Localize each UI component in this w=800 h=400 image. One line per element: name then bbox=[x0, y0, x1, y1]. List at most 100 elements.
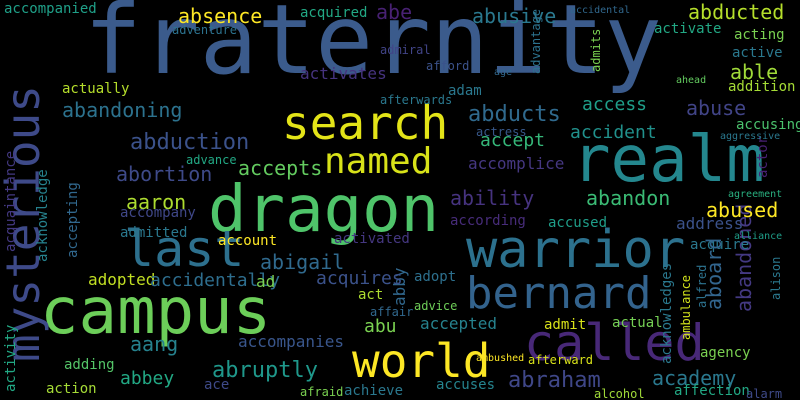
word-last: last bbox=[124, 220, 245, 278]
word-acquires: acquires bbox=[316, 268, 403, 289]
word-abduction: abduction bbox=[130, 130, 250, 155]
word-account: account bbox=[218, 233, 278, 249]
word-ad: ad bbox=[256, 272, 276, 291]
word-acknowledge: acknowledge bbox=[35, 169, 51, 262]
word-action: action bbox=[46, 381, 97, 397]
word-advantage: advantage bbox=[529, 8, 543, 74]
word-accident: accident bbox=[570, 122, 657, 143]
word-affair: affair bbox=[370, 305, 414, 319]
word-alcohol: alcohol bbox=[594, 387, 645, 400]
word-alison: alison bbox=[769, 256, 783, 300]
word-abbey: abbey bbox=[120, 368, 175, 389]
word-acting: acting bbox=[734, 27, 785, 43]
word-dragon: dragon bbox=[208, 173, 440, 247]
word-abruptly: abruptly bbox=[212, 358, 318, 383]
word-actor: actor bbox=[755, 135, 771, 178]
word-alfred: alfred bbox=[695, 264, 709, 308]
word-activates: activates bbox=[300, 64, 387, 83]
word-adam: adam bbox=[448, 83, 482, 99]
word-accused: accused bbox=[548, 215, 608, 231]
word-age: age bbox=[494, 67, 513, 78]
word-abu: abu bbox=[364, 316, 397, 337]
word-accept: accept bbox=[480, 130, 546, 151]
word-accidentally: accidentally bbox=[150, 270, 281, 291]
word-afraid: afraid bbox=[300, 385, 344, 399]
word-aaron: aaron bbox=[126, 190, 187, 214]
word-agreement: agreement bbox=[728, 189, 783, 200]
word-named: named bbox=[324, 141, 433, 182]
word-abused: abused bbox=[706, 198, 779, 222]
word-accompanies: accompanies bbox=[238, 332, 344, 351]
word-acquire: acquire bbox=[690, 237, 750, 253]
word-ability: ability bbox=[450, 186, 535, 210]
word-ambushed: ambushed bbox=[476, 353, 525, 364]
word-afterwards: afterwards bbox=[380, 93, 453, 107]
word-ahead: ahead bbox=[676, 75, 707, 86]
word-activate: activate bbox=[654, 21, 722, 37]
word-address: address bbox=[676, 214, 744, 233]
word-called: called bbox=[524, 314, 705, 372]
word-abducts: abducts bbox=[468, 102, 561, 127]
word-abandon: abandon bbox=[586, 186, 671, 210]
word-admitted: admitted bbox=[120, 225, 188, 241]
word-absence: absence bbox=[178, 4, 263, 28]
word-actual: actual bbox=[612, 315, 663, 331]
word-accusing: accusing bbox=[736, 117, 800, 133]
word-accompanied: accompanied bbox=[4, 1, 97, 17]
word-abortion: abortion bbox=[116, 162, 213, 186]
word-advice: advice bbox=[414, 299, 458, 313]
word-access: access bbox=[582, 94, 648, 115]
word-campus: campus bbox=[40, 275, 272, 349]
word-ace: ace bbox=[204, 377, 230, 393]
word-abandoning: abandoning bbox=[62, 98, 183, 122]
word-addition: addition bbox=[728, 79, 796, 95]
word-acquired: acquired bbox=[300, 5, 368, 21]
word-world: world bbox=[352, 334, 491, 388]
word-alarm: alarm bbox=[746, 387, 783, 400]
word-abigail: abigail bbox=[260, 250, 345, 274]
word-adopted: adopted bbox=[88, 270, 156, 289]
word-activated: activated bbox=[334, 231, 410, 247]
word-fraternity: fraternity bbox=[84, 0, 662, 96]
word-realm: realm bbox=[572, 123, 765, 197]
word-alliance: alliance bbox=[734, 231, 783, 242]
word-warrior: warrior bbox=[466, 220, 686, 280]
word-acknowledges: acknowledges bbox=[659, 262, 675, 364]
word-admiral: admiral bbox=[380, 43, 431, 57]
word-acquaintance: acquaintance bbox=[3, 150, 19, 252]
word-academy: academy bbox=[652, 366, 737, 390]
word-actually: actually bbox=[62, 81, 130, 97]
word-agency: agency bbox=[700, 345, 751, 361]
word-activity: activity bbox=[3, 324, 19, 392]
word-advance: advance bbox=[186, 153, 237, 167]
word-admits: admits bbox=[589, 28, 603, 72]
word-accidental: accidental bbox=[570, 5, 631, 16]
word-affection: affection bbox=[674, 383, 750, 399]
word-aang: aang bbox=[130, 332, 179, 356]
word-able: able bbox=[730, 60, 779, 84]
word-bernard: bernard bbox=[466, 268, 652, 319]
word-abraham: abraham bbox=[508, 368, 601, 393]
word-accomplice: accomplice bbox=[468, 154, 565, 173]
word-abuse: abuse bbox=[686, 96, 747, 120]
word-admit: admit bbox=[544, 317, 587, 333]
word-adventure: adventure bbox=[172, 23, 238, 37]
word-search: search bbox=[282, 96, 449, 150]
word-ambulance: ambulance bbox=[679, 274, 693, 340]
word-abducted: abducted bbox=[688, 0, 785, 24]
word-active: active bbox=[732, 45, 783, 61]
word-achieve: achieve bbox=[344, 383, 404, 399]
word-afford: afford bbox=[426, 59, 470, 73]
word-aggressive: aggressive bbox=[720, 131, 781, 142]
word-afterward: afterward bbox=[528, 353, 594, 367]
word-abe: abe bbox=[376, 0, 413, 24]
word-adopt: adopt bbox=[414, 269, 457, 285]
word-actress: actress bbox=[476, 125, 527, 139]
word-abusive: abusive bbox=[472, 4, 557, 28]
word-accepting: accepting bbox=[65, 182, 81, 258]
word-accepts: accepts bbox=[238, 156, 323, 180]
word-adding: adding bbox=[64, 357, 115, 373]
word-according: according bbox=[450, 213, 526, 229]
word-accuses: accuses bbox=[436, 377, 496, 393]
